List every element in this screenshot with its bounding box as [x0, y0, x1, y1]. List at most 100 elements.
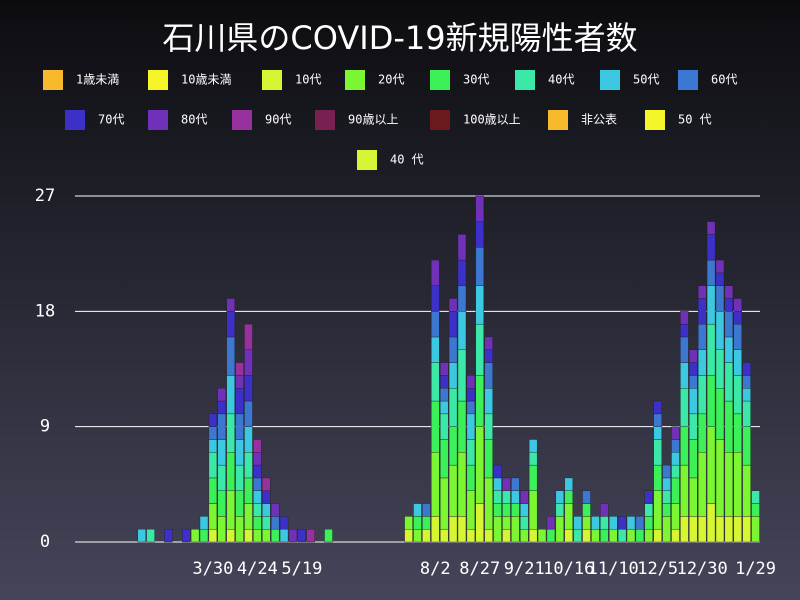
bar-segment	[564, 490, 573, 504]
bar-segment	[422, 503, 431, 517]
bar-segment	[457, 452, 467, 517]
bar-segment	[439, 362, 449, 376]
legend-swatch	[148, 110, 168, 130]
legend-swatch	[232, 110, 252, 130]
bar-segment	[715, 311, 725, 350]
bar-segment	[137, 528, 146, 543]
bar-segment	[457, 234, 467, 261]
bar-segment	[689, 439, 698, 479]
bar-segment	[715, 272, 725, 286]
bar-segment	[457, 285, 467, 312]
bar-segment	[262, 490, 271, 504]
bar-segment	[439, 439, 449, 479]
bar-segment	[706, 375, 716, 427]
bar-segment	[270, 503, 280, 517]
bar-segment	[484, 477, 493, 530]
bar-segment	[466, 400, 476, 415]
bar-segment	[511, 477, 520, 491]
bar-segment	[511, 490, 520, 504]
bar-segment	[226, 452, 235, 491]
bar-segment	[671, 439, 680, 453]
bar-segment	[653, 464, 662, 491]
bar-segment	[448, 516, 458, 543]
bar-segment	[555, 490, 565, 504]
bar-segment	[253, 452, 262, 466]
bar-segment	[244, 426, 253, 453]
bar-segment	[751, 503, 760, 517]
bar-segment	[270, 528, 280, 543]
bar-segment	[244, 477, 253, 504]
legend-swatch	[430, 70, 450, 90]
bar-segment	[680, 311, 689, 325]
bar-segment	[520, 503, 529, 517]
legend-label: 50代	[633, 73, 659, 87]
bar-segment	[724, 298, 734, 312]
bar-segment	[706, 234, 716, 261]
bar-segment	[502, 528, 511, 543]
legend-swatch	[430, 110, 450, 130]
bar-segment	[217, 413, 226, 440]
bar-segment	[439, 413, 449, 440]
bar-segment	[680, 388, 689, 427]
bar-segment	[448, 311, 458, 338]
bar-segment	[439, 528, 449, 543]
legend-swatch	[678, 70, 698, 90]
bar-segment	[724, 311, 734, 338]
legend-label: 10代	[295, 73, 321, 87]
bar-segment	[706, 426, 716, 504]
legend-swatch	[43, 70, 63, 90]
bar-segment	[644, 490, 654, 504]
bar-segment	[244, 323, 253, 350]
bar-segment	[528, 439, 538, 453]
bar-segment	[555, 503, 565, 517]
bar-segment	[484, 388, 493, 415]
bar-segment	[591, 528, 600, 543]
bar-segment	[511, 503, 520, 517]
bar-segment	[493, 464, 502, 479]
bar-segment	[253, 464, 262, 479]
bar-segment	[600, 516, 609, 530]
bar-segment	[439, 388, 449, 402]
bar-segment	[297, 528, 307, 543]
bar-segment	[217, 439, 226, 466]
bar-segment	[689, 375, 698, 389]
bar-segment	[662, 503, 671, 517]
bar-segment	[457, 400, 467, 453]
legend-label: 70代	[98, 113, 124, 127]
legend-swatch	[515, 70, 535, 90]
bar-segment	[164, 528, 173, 543]
bar-segment	[644, 528, 654, 543]
bar-segment	[475, 247, 484, 286]
legend-swatch	[357, 150, 377, 170]
bar-segment	[422, 516, 431, 530]
bar-segment	[742, 516, 751, 543]
bar-segment	[235, 464, 244, 491]
bar-segment	[582, 516, 591, 530]
bar-segment	[226, 336, 235, 376]
bar-segment	[475, 375, 484, 427]
bar-segment	[244, 452, 253, 479]
bar-segment	[573, 528, 582, 543]
bar-segment	[288, 528, 298, 543]
legend-swatch	[645, 110, 665, 130]
bar-segment	[235, 388, 244, 415]
bar-segment	[235, 413, 244, 440]
x-tick-label: 1/29	[735, 559, 776, 579]
bar-segment	[724, 336, 734, 363]
bar-segment	[706, 259, 716, 286]
bar-segment	[528, 490, 538, 530]
bar-segment	[413, 516, 422, 530]
bar-segment	[680, 336, 689, 363]
bar-segment	[706, 285, 716, 325]
bar-segment	[680, 362, 689, 389]
bar-segment	[413, 503, 422, 517]
y-tick-label: 9	[40, 417, 50, 437]
bar-segment	[253, 439, 262, 453]
bar-segment	[733, 413, 742, 453]
legend-label: 40代	[548, 73, 574, 87]
bar-segment	[208, 528, 218, 543]
legend-label: 1歳未満	[76, 73, 119, 87]
bar-segment	[493, 516, 502, 543]
bar-segment	[217, 516, 226, 543]
